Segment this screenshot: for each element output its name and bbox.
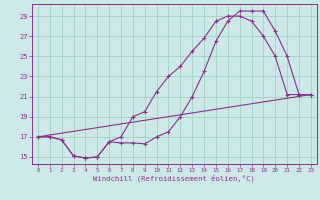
X-axis label: Windchill (Refroidissement éolien,°C): Windchill (Refroidissement éolien,°C)	[93, 175, 255, 182]
